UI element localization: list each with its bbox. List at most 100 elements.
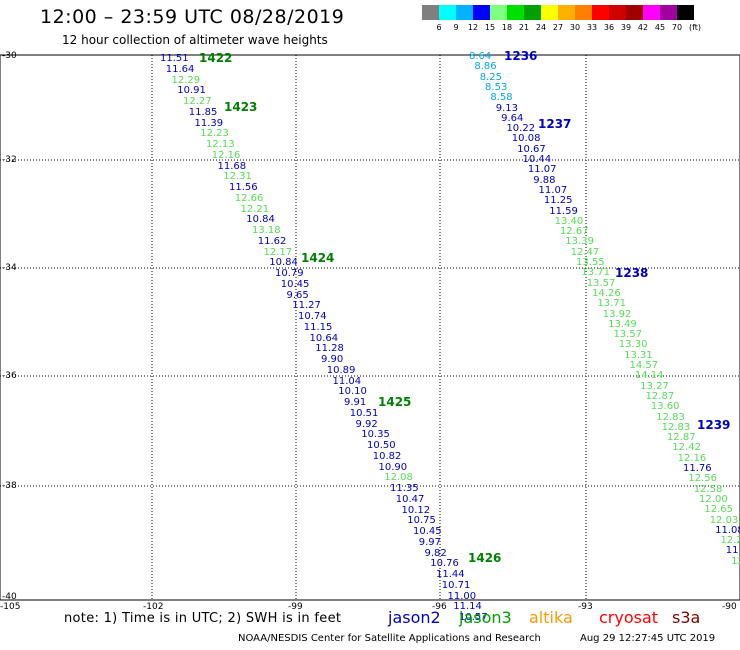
satellite-jason3: jason3 [459,608,512,627]
scale-label: 9 [453,23,459,32]
wave-height-value: 8.58 [490,92,513,104]
wave-height-value: 11.68 [217,160,247,172]
wave-height-value: 11.04 [332,375,362,387]
wave-height-value: 12.17 [263,246,293,258]
wave-height-value: 12.87 [666,432,696,444]
wave-height-value: 13.40 [554,215,584,227]
note-text: note: 1) Time is in UTC; 2) SWH is in fe… [64,611,342,626]
scale-swatch [558,5,575,20]
wave-height-value: 13.92 [602,308,632,320]
scale-label: 33 [586,23,598,32]
footer-credit: NOAA/NESDIS Center for Satellite Applica… [238,633,541,644]
wave-height-value: 10.89 [326,364,356,376]
scale-label: 18 [501,23,513,32]
scale-label: 70 [671,23,683,32]
wave-height-value: 12.13 [206,139,235,150]
wave-height-value: 12.47 [570,246,600,258]
wave-height-value: 12.58 [693,483,723,495]
lon-label: -99 [288,602,303,612]
wave-height-value: 11.59 [549,205,578,217]
wave-height-value: 10.50 [367,440,396,451]
scale-swatch [609,5,626,20]
wave-height-value: 12.2 [720,535,740,547]
scale-swatch [473,5,490,20]
wave-height-value: 13.30 [618,339,648,351]
wave-height-value: 10.82 [372,450,402,462]
scale-swatch [592,5,609,20]
scale-label: 12 [467,23,479,32]
pass-label: 1238 [615,266,649,280]
wave-height-value: 12.66 [234,192,264,204]
wave-height-value: 12.31 [223,171,252,183]
wave-height-value: 10.74 [298,311,327,322]
wave-height-value: 12.21 [240,203,270,215]
wave-height-value: 9.82 [424,547,447,559]
wave-height-value: 12.56 [688,473,717,485]
wave-height-value: 10.47 [395,493,425,505]
scale-swatch [490,5,507,20]
wave-height-value: 14.57 [629,360,659,371]
scale-label: 21 [518,23,530,32]
wave-height-value: 12.87 [645,390,675,402]
wave-height-value: 12.00 [699,493,728,505]
wave-height-value: 12.42 [672,442,701,454]
wave-height-value: 10.79 [275,268,304,279]
wave-height-value: 11.51 [160,53,189,64]
lat-label: -38 [2,481,17,491]
wave-height-value: 12.16 [677,452,707,464]
scale-label: 6 [436,23,442,32]
wave-height-value: 12.29 [171,74,201,86]
scale-swatch [677,5,694,20]
wave-height-value: 13.57 [586,277,616,289]
pass-label: 1423 [224,100,258,114]
wave-height-value: 10.35 [361,429,390,441]
pass-label: 1424 [301,251,335,265]
pass-label: 1239 [697,418,731,432]
wave-height-value: 12.65 [704,504,734,516]
wave-height-value: 13.71 [597,298,627,310]
scale-swatch [643,5,660,20]
wave-height-value: 13.55 [576,257,605,268]
scale-swatch [422,5,439,20]
wave-height-value: 11. [725,545,740,557]
wave-height-value: 10.45 [413,526,442,537]
wave-height-value: 12.08 [384,472,413,484]
wave-height-value: 11.76 [683,463,712,474]
scale-swatch [626,5,643,20]
pass-label: 1237 [538,117,572,131]
wave-height-value: 10.45 [280,278,310,290]
wave-height-value: 8.64 [469,51,492,62]
scale-label: 39 [620,23,632,32]
wave-height-value: 9.64 [501,112,524,124]
wave-height-value: 13.39 [565,236,594,248]
wave-height-value: 10.12 [401,504,431,516]
scale-label: 15 [484,23,496,32]
wave-height-value: 12 [731,555,740,567]
wave-height-value: 11.35 [390,483,419,494]
lat-label: -32 [2,155,17,165]
wave-height-value: 10.75 [407,515,436,527]
lat-label: -34 [2,263,17,273]
wave-height-value: 12.67 [559,226,589,238]
scale-label: 45 [654,23,666,32]
lon-label: -93 [578,602,593,612]
scale-swatch [541,5,558,20]
wave-height-value: 11.64 [165,63,195,75]
satellite-cryosat: cryosat [599,608,659,627]
wave-height-value: 11.56 [229,182,258,193]
wave-height-value: 11.15 [303,321,333,333]
wave-height-value: 12.03 [709,514,739,526]
wave-height-value: 13.31 [624,349,653,361]
wave-height-value: 12.83 [656,411,685,423]
wave-height-value: 11.07 [538,184,568,196]
map-frame [0,54,740,601]
wave-height-value: 10.08 [511,133,541,145]
scale-swatch [524,5,541,20]
lon-label: -105 [0,602,21,612]
scale-swatch [575,5,592,20]
wave-height-value: 9.65 [286,289,309,301]
page-subtitle: 12 hour collection of altimeter wave hei… [62,33,328,47]
wave-height-value: 10.57 [459,612,488,623]
satellite-altika: altika [529,608,573,627]
